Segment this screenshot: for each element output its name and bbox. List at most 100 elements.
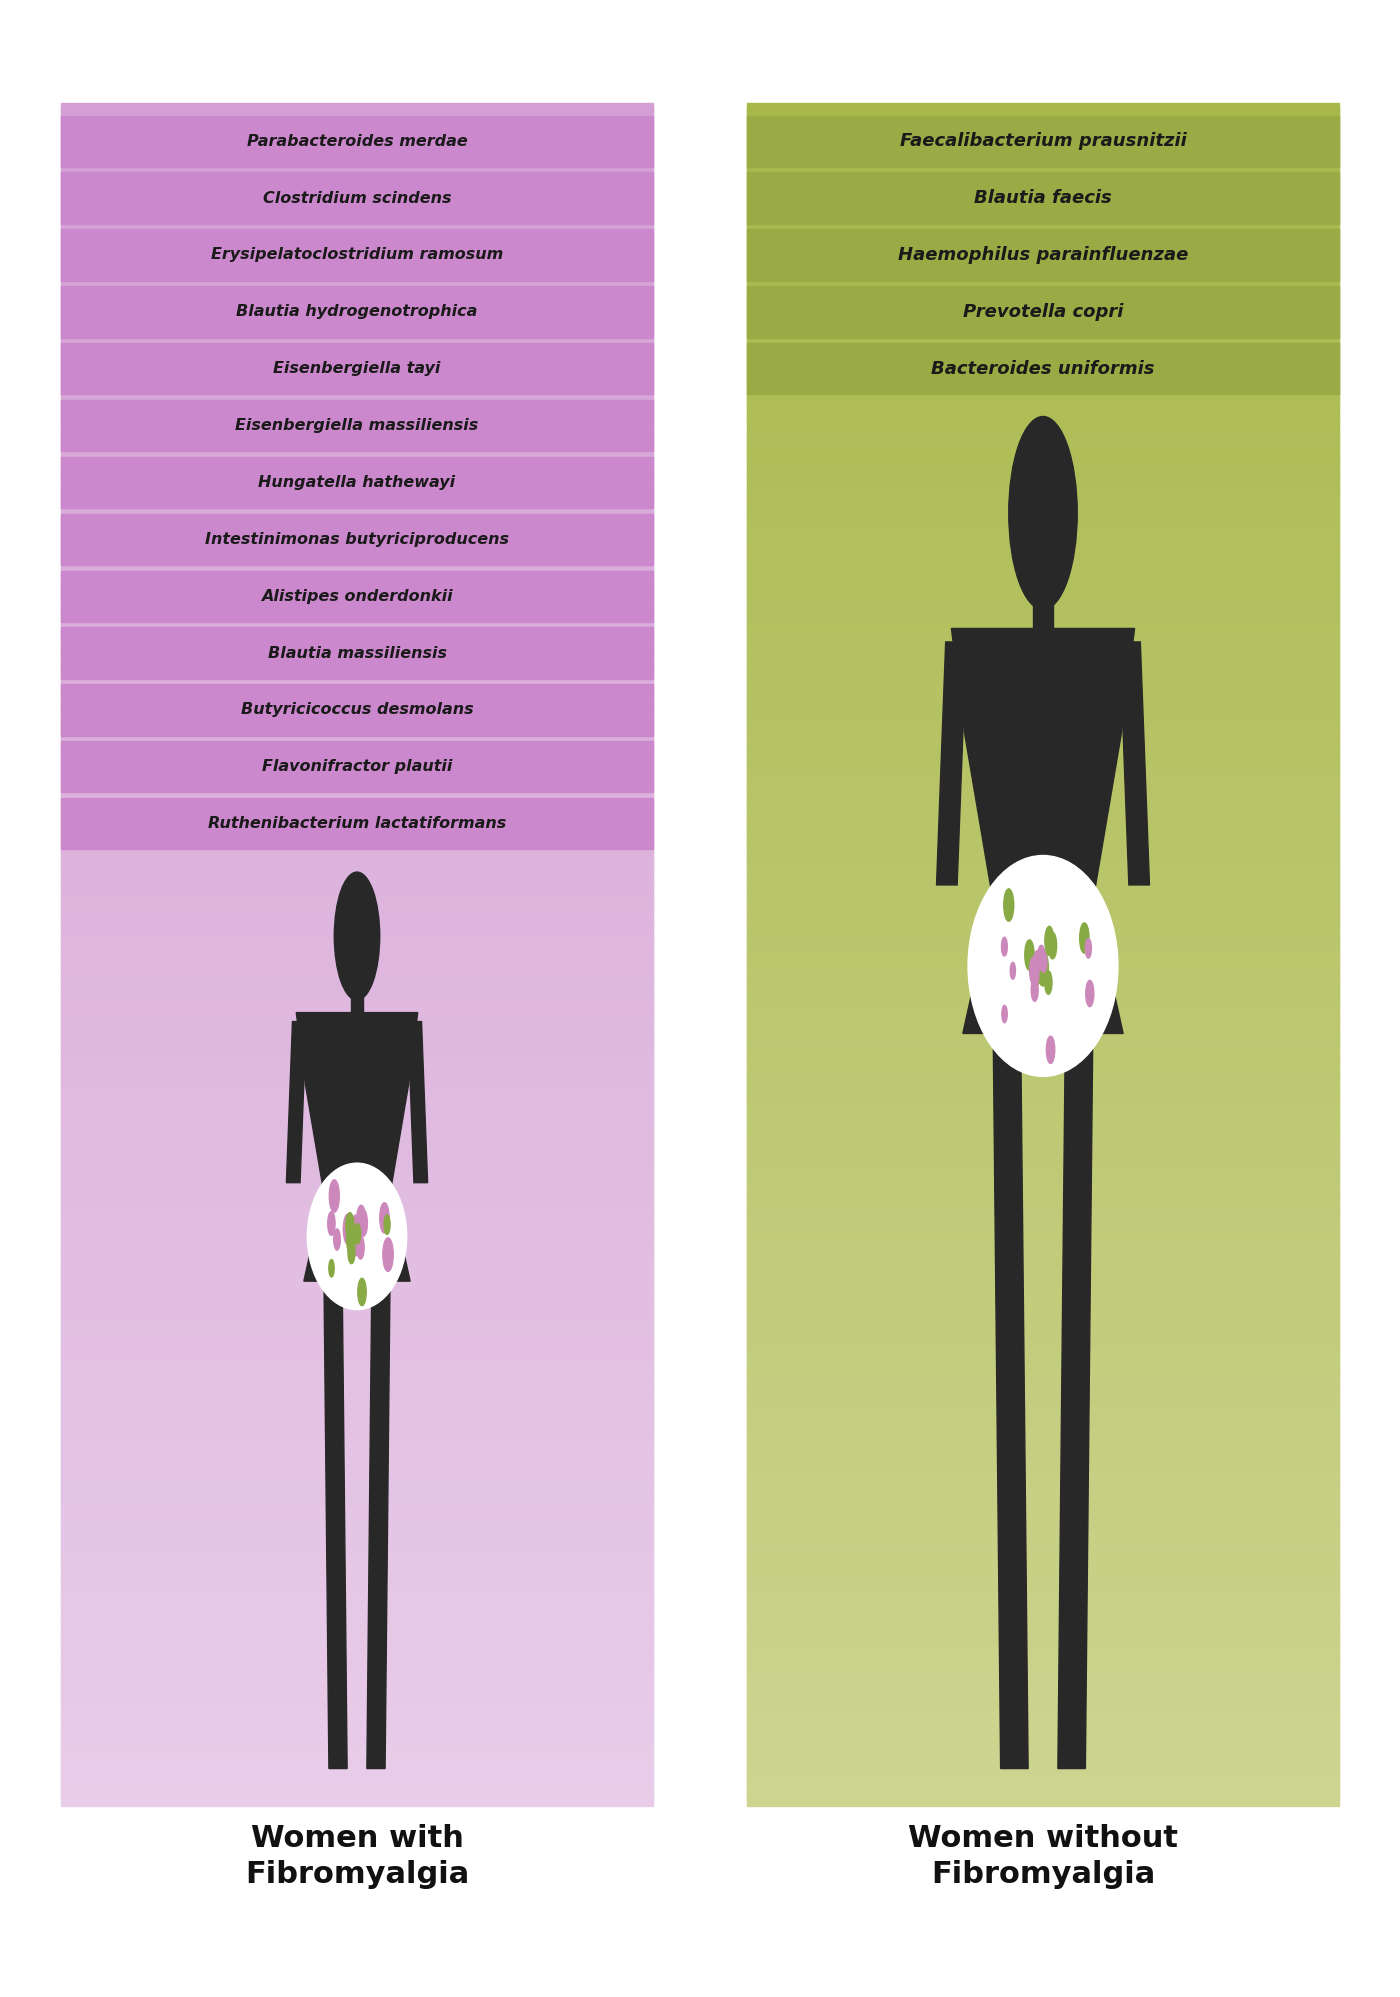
Bar	[748, 1042, 1338, 1052]
Bar	[748, 272, 1338, 282]
Ellipse shape	[333, 1228, 340, 1250]
Bar	[62, 1656, 652, 1664]
Bar	[748, 363, 1338, 373]
Bar	[748, 493, 1338, 503]
Bar	[62, 1128, 652, 1136]
Bar	[748, 234, 1338, 242]
Bar	[62, 351, 652, 361]
Bar	[748, 1230, 1338, 1240]
Bar	[748, 1406, 1338, 1414]
Bar	[62, 867, 652, 877]
Bar	[62, 589, 652, 599]
Bar	[62, 335, 652, 343]
Bar	[62, 1014, 652, 1024]
Bar	[62, 278, 652, 288]
Bar	[748, 1440, 1338, 1450]
Bar	[748, 182, 1338, 192]
Ellipse shape	[357, 1236, 364, 1260]
Bar	[748, 771, 1338, 781]
Bar	[748, 857, 1338, 865]
Bar	[62, 833, 652, 843]
Bar	[748, 1190, 1338, 1200]
Bar	[748, 1496, 1338, 1506]
Bar	[748, 1564, 1338, 1574]
Bar	[62, 1036, 652, 1046]
Bar	[62, 403, 652, 411]
Bar	[748, 375, 1338, 383]
Bar	[62, 515, 652, 525]
Bar	[748, 114, 1338, 124]
Bar	[748, 891, 1338, 899]
Bar	[62, 1252, 652, 1262]
Ellipse shape	[328, 1212, 335, 1236]
Ellipse shape	[967, 855, 1119, 1076]
Bar	[62, 1110, 652, 1120]
Bar	[748, 1536, 1338, 1546]
Bar	[748, 256, 1338, 266]
Bar	[62, 1791, 652, 1799]
Bar	[62, 1276, 652, 1284]
Bar	[748, 1138, 1338, 1148]
Text: Hungatella hathewayi: Hungatella hathewayi	[259, 475, 455, 489]
Bar	[62, 861, 652, 871]
Bar	[62, 731, 652, 741]
Bar	[748, 176, 1338, 186]
Bar	[62, 493, 652, 503]
Bar	[62, 1484, 652, 1494]
Bar	[748, 210, 1338, 220]
Bar	[748, 1450, 1338, 1460]
Bar	[748, 262, 1338, 272]
Bar	[62, 1665, 652, 1675]
Bar	[748, 1184, 1338, 1194]
Ellipse shape	[1046, 1036, 1054, 1064]
Bar	[62, 1382, 652, 1392]
Bar	[62, 1042, 652, 1052]
Bar	[62, 136, 652, 146]
Bar	[62, 1689, 652, 1697]
Bar	[748, 1298, 1338, 1308]
Bar	[62, 647, 652, 655]
Bar	[62, 238, 652, 248]
Bar	[62, 913, 652, 923]
Bar	[748, 1582, 1338, 1590]
Bar	[62, 743, 652, 753]
Bar	[62, 663, 652, 673]
Bar	[748, 1616, 1338, 1624]
Bar	[62, 1751, 652, 1761]
Bar	[748, 403, 1338, 411]
Bar	[748, 465, 1338, 475]
Bar	[62, 1348, 652, 1358]
Text: Intestinimonas butyriciproducens: Intestinimonas butyriciproducens	[204, 531, 510, 547]
Bar	[748, 204, 1338, 214]
Bar	[62, 759, 652, 769]
Bar	[748, 539, 1338, 547]
Bar	[748, 1208, 1338, 1216]
Bar	[748, 477, 1338, 485]
Bar	[62, 783, 652, 791]
Bar	[62, 465, 652, 475]
Bar	[748, 1236, 1338, 1244]
Bar	[62, 691, 652, 701]
Bar	[62, 1048, 652, 1058]
Bar	[62, 549, 652, 559]
Bar	[62, 471, 652, 479]
Bar	[62, 1723, 652, 1731]
Ellipse shape	[1002, 1004, 1007, 1022]
Bar	[748, 545, 1338, 553]
Bar	[62, 675, 652, 685]
Bar	[62, 953, 652, 963]
Bar	[62, 1366, 652, 1376]
Bar	[62, 1671, 652, 1681]
Bar	[748, 1717, 1338, 1725]
Bar	[748, 681, 1338, 689]
Bar	[748, 823, 1338, 831]
Bar	[62, 1797, 652, 1805]
Bar	[62, 272, 652, 282]
Bar	[748, 993, 1338, 1000]
Bar	[62, 1230, 652, 1240]
Bar	[62, 142, 652, 152]
Bar	[62, 256, 652, 266]
Bar	[62, 343, 652, 393]
Bar	[748, 737, 1338, 747]
Bar	[62, 477, 652, 485]
